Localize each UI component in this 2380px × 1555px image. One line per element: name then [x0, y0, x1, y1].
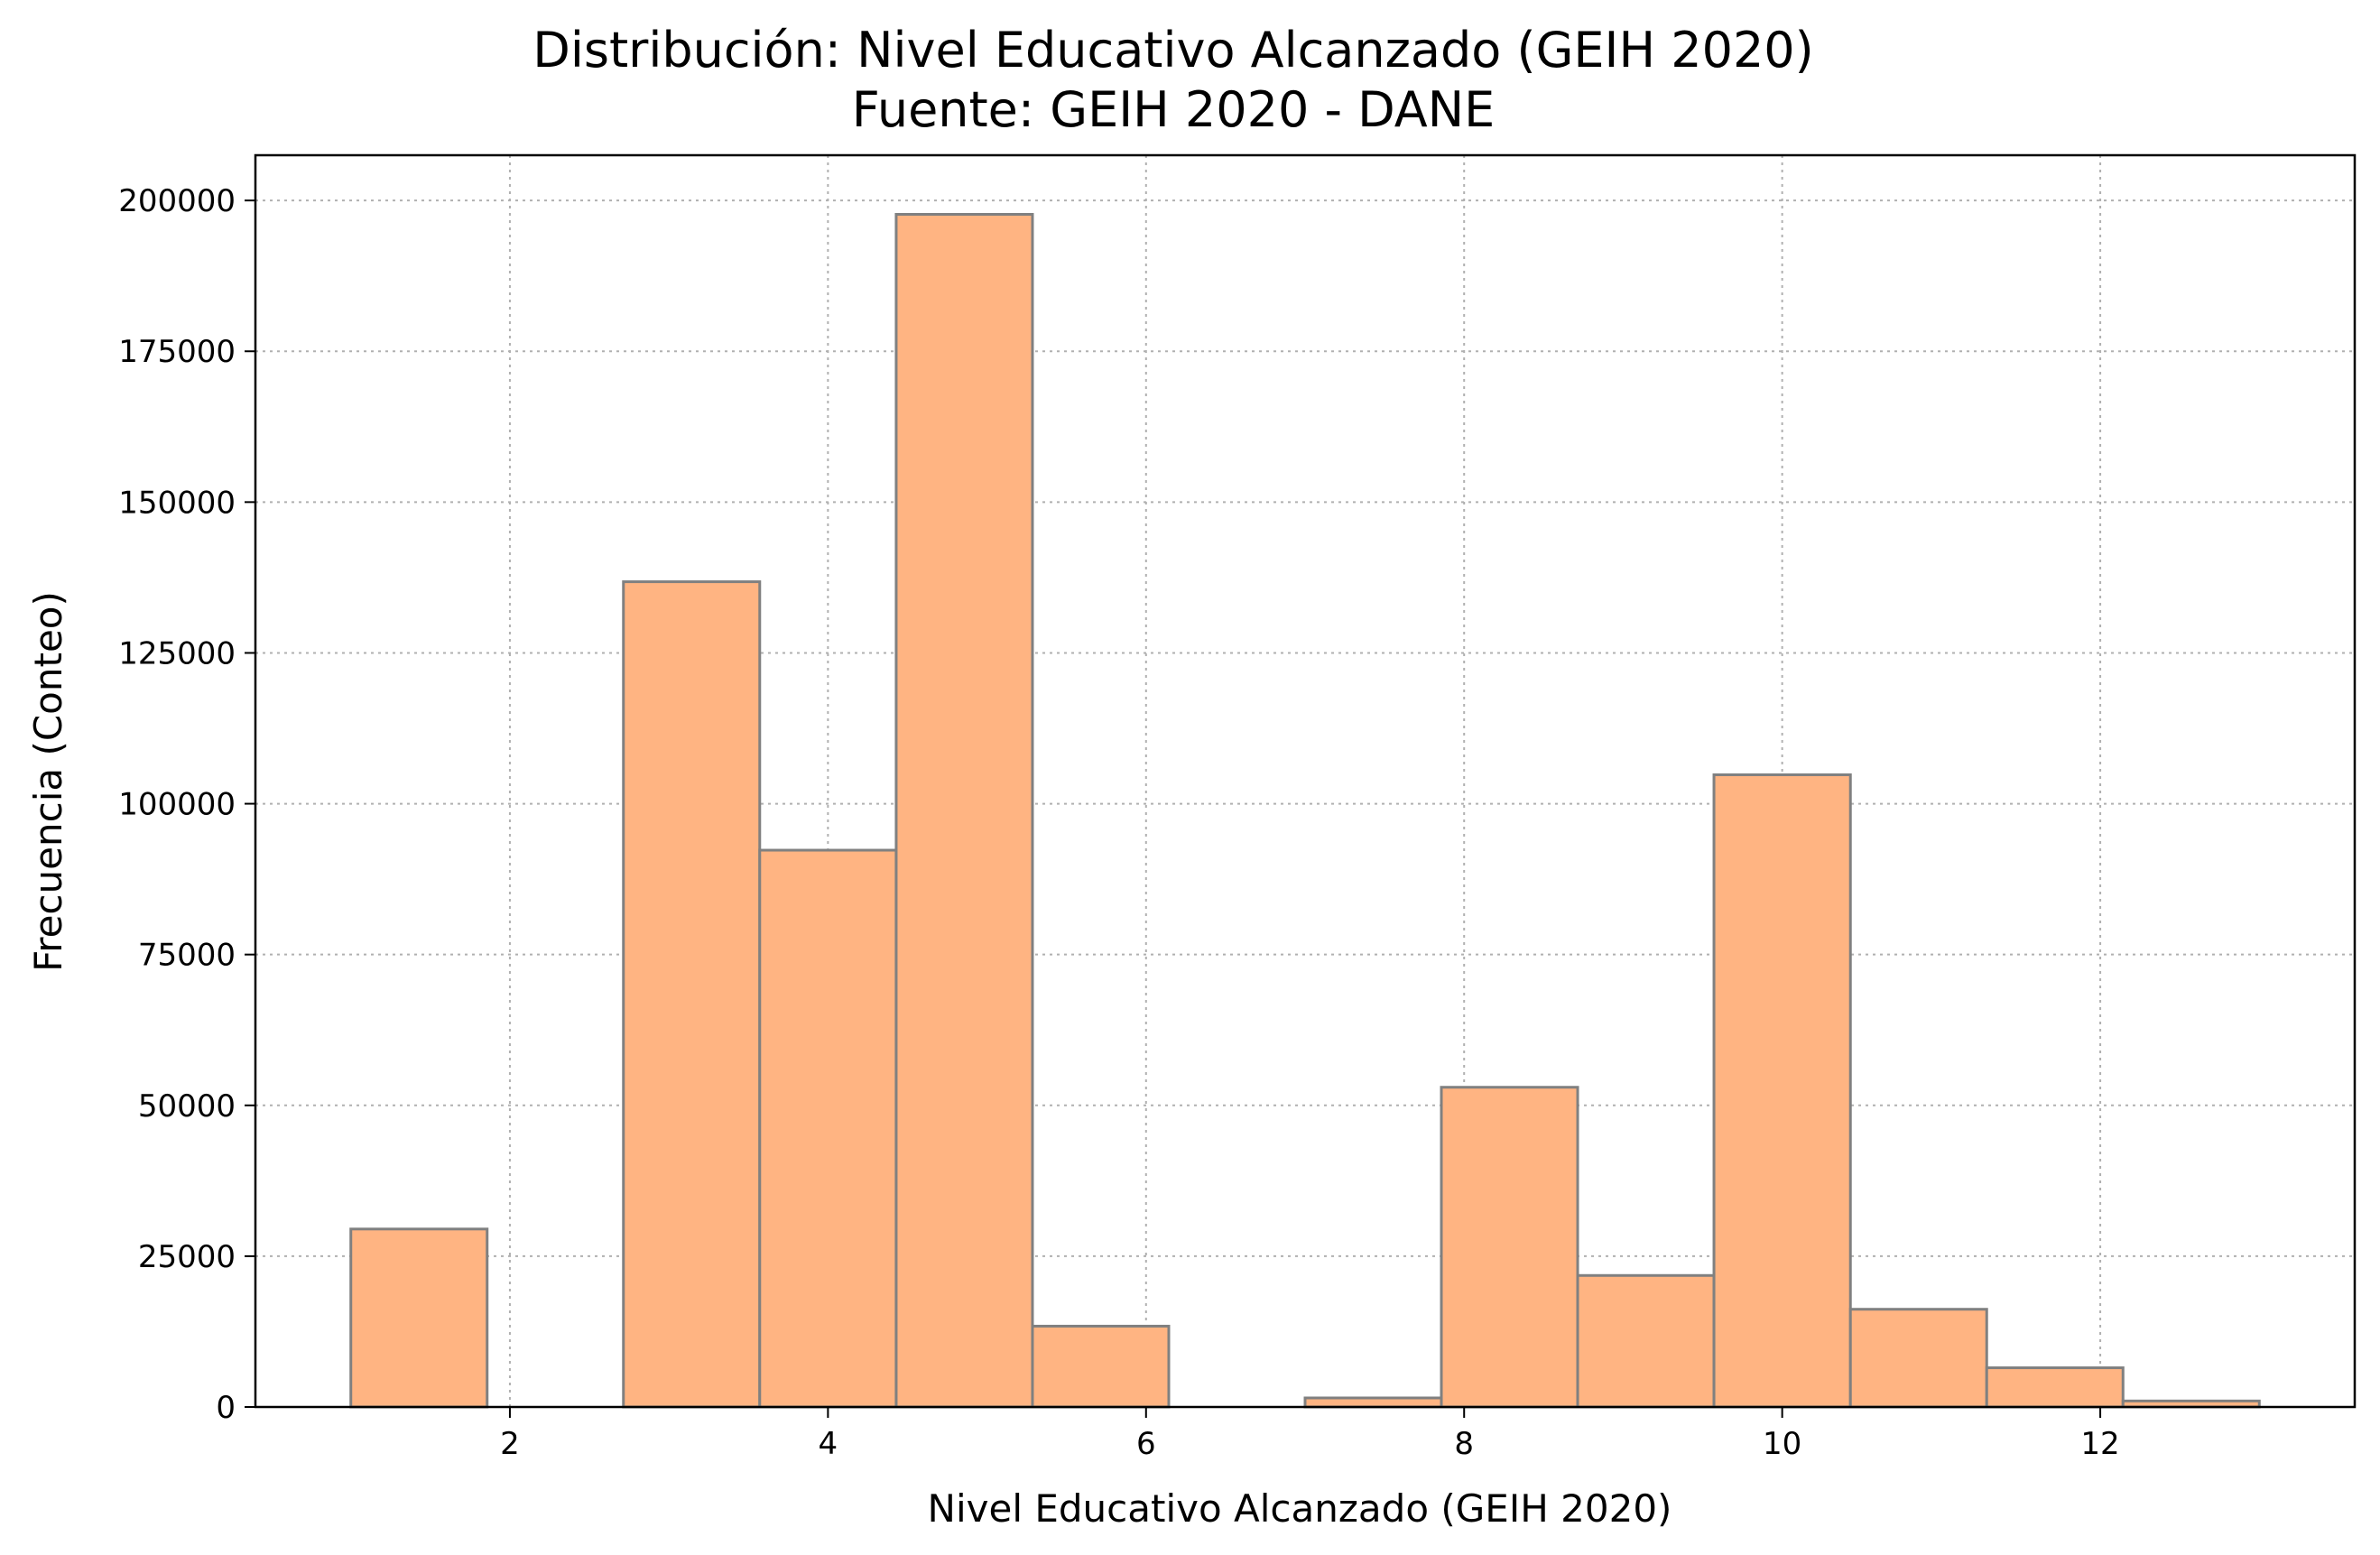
- chart-subtitle: Fuente: GEIH 2020 - DANE: [852, 81, 1496, 138]
- histogram-bar: [894, 213, 1034, 1409]
- y-axis-label: Frecuencia (Conteo): [26, 591, 70, 972]
- chart-title: Distribución: Nivel Educativo Alcanzado …: [532, 22, 1813, 79]
- x-tick-label: 10: [1763, 1426, 1801, 1462]
- histogram-bar: [1440, 1086, 1579, 1409]
- y-tick-label: 100000: [118, 787, 236, 823]
- histogram-bar: [1031, 1324, 1171, 1409]
- x-tick-label: 12: [2080, 1426, 2119, 1462]
- histogram-bars: [349, 213, 2261, 1409]
- x-tick-label: 2: [500, 1426, 520, 1462]
- histogram-bar: [1712, 773, 1852, 1409]
- x-axis-label: Nivel Educativo Alcanzado (GEIH 2020): [928, 1486, 1672, 1531]
- y-tick-label: 150000: [118, 485, 236, 521]
- axis-ticks: 2 4 6 8 10 12 0 25000 50000 75000 100000 125000 1500…: [118, 183, 2119, 1462]
- histogram-bar: [758, 848, 898, 1409]
- y-tick-label: 75000: [138, 938, 236, 974]
- histogram-bar: [349, 1227, 489, 1409]
- x-tick-label: 8: [1454, 1426, 1474, 1462]
- y-tick-label: 200000: [118, 183, 236, 219]
- y-tick-label: 125000: [118, 635, 236, 671]
- histogram-bar: [1303, 1396, 1443, 1409]
- y-tick-label: 0: [216, 1390, 236, 1426]
- plot-area-frame: [254, 153, 2357, 1409]
- y-tick-label: 175000: [118, 334, 236, 370]
- histogram-bar: [1985, 1366, 2125, 1409]
- x-tick-label: 4: [819, 1426, 838, 1462]
- y-tick-label: 25000: [138, 1239, 236, 1275]
- x-tick-label: 6: [1136, 1426, 1156, 1462]
- histogram-bar: [1576, 1273, 1716, 1409]
- histogram-bar: [622, 580, 762, 1409]
- y-tick-label: 50000: [138, 1088, 236, 1125]
- histogram-bar: [1848, 1308, 1988, 1409]
- grid-lines: [255, 155, 2355, 1408]
